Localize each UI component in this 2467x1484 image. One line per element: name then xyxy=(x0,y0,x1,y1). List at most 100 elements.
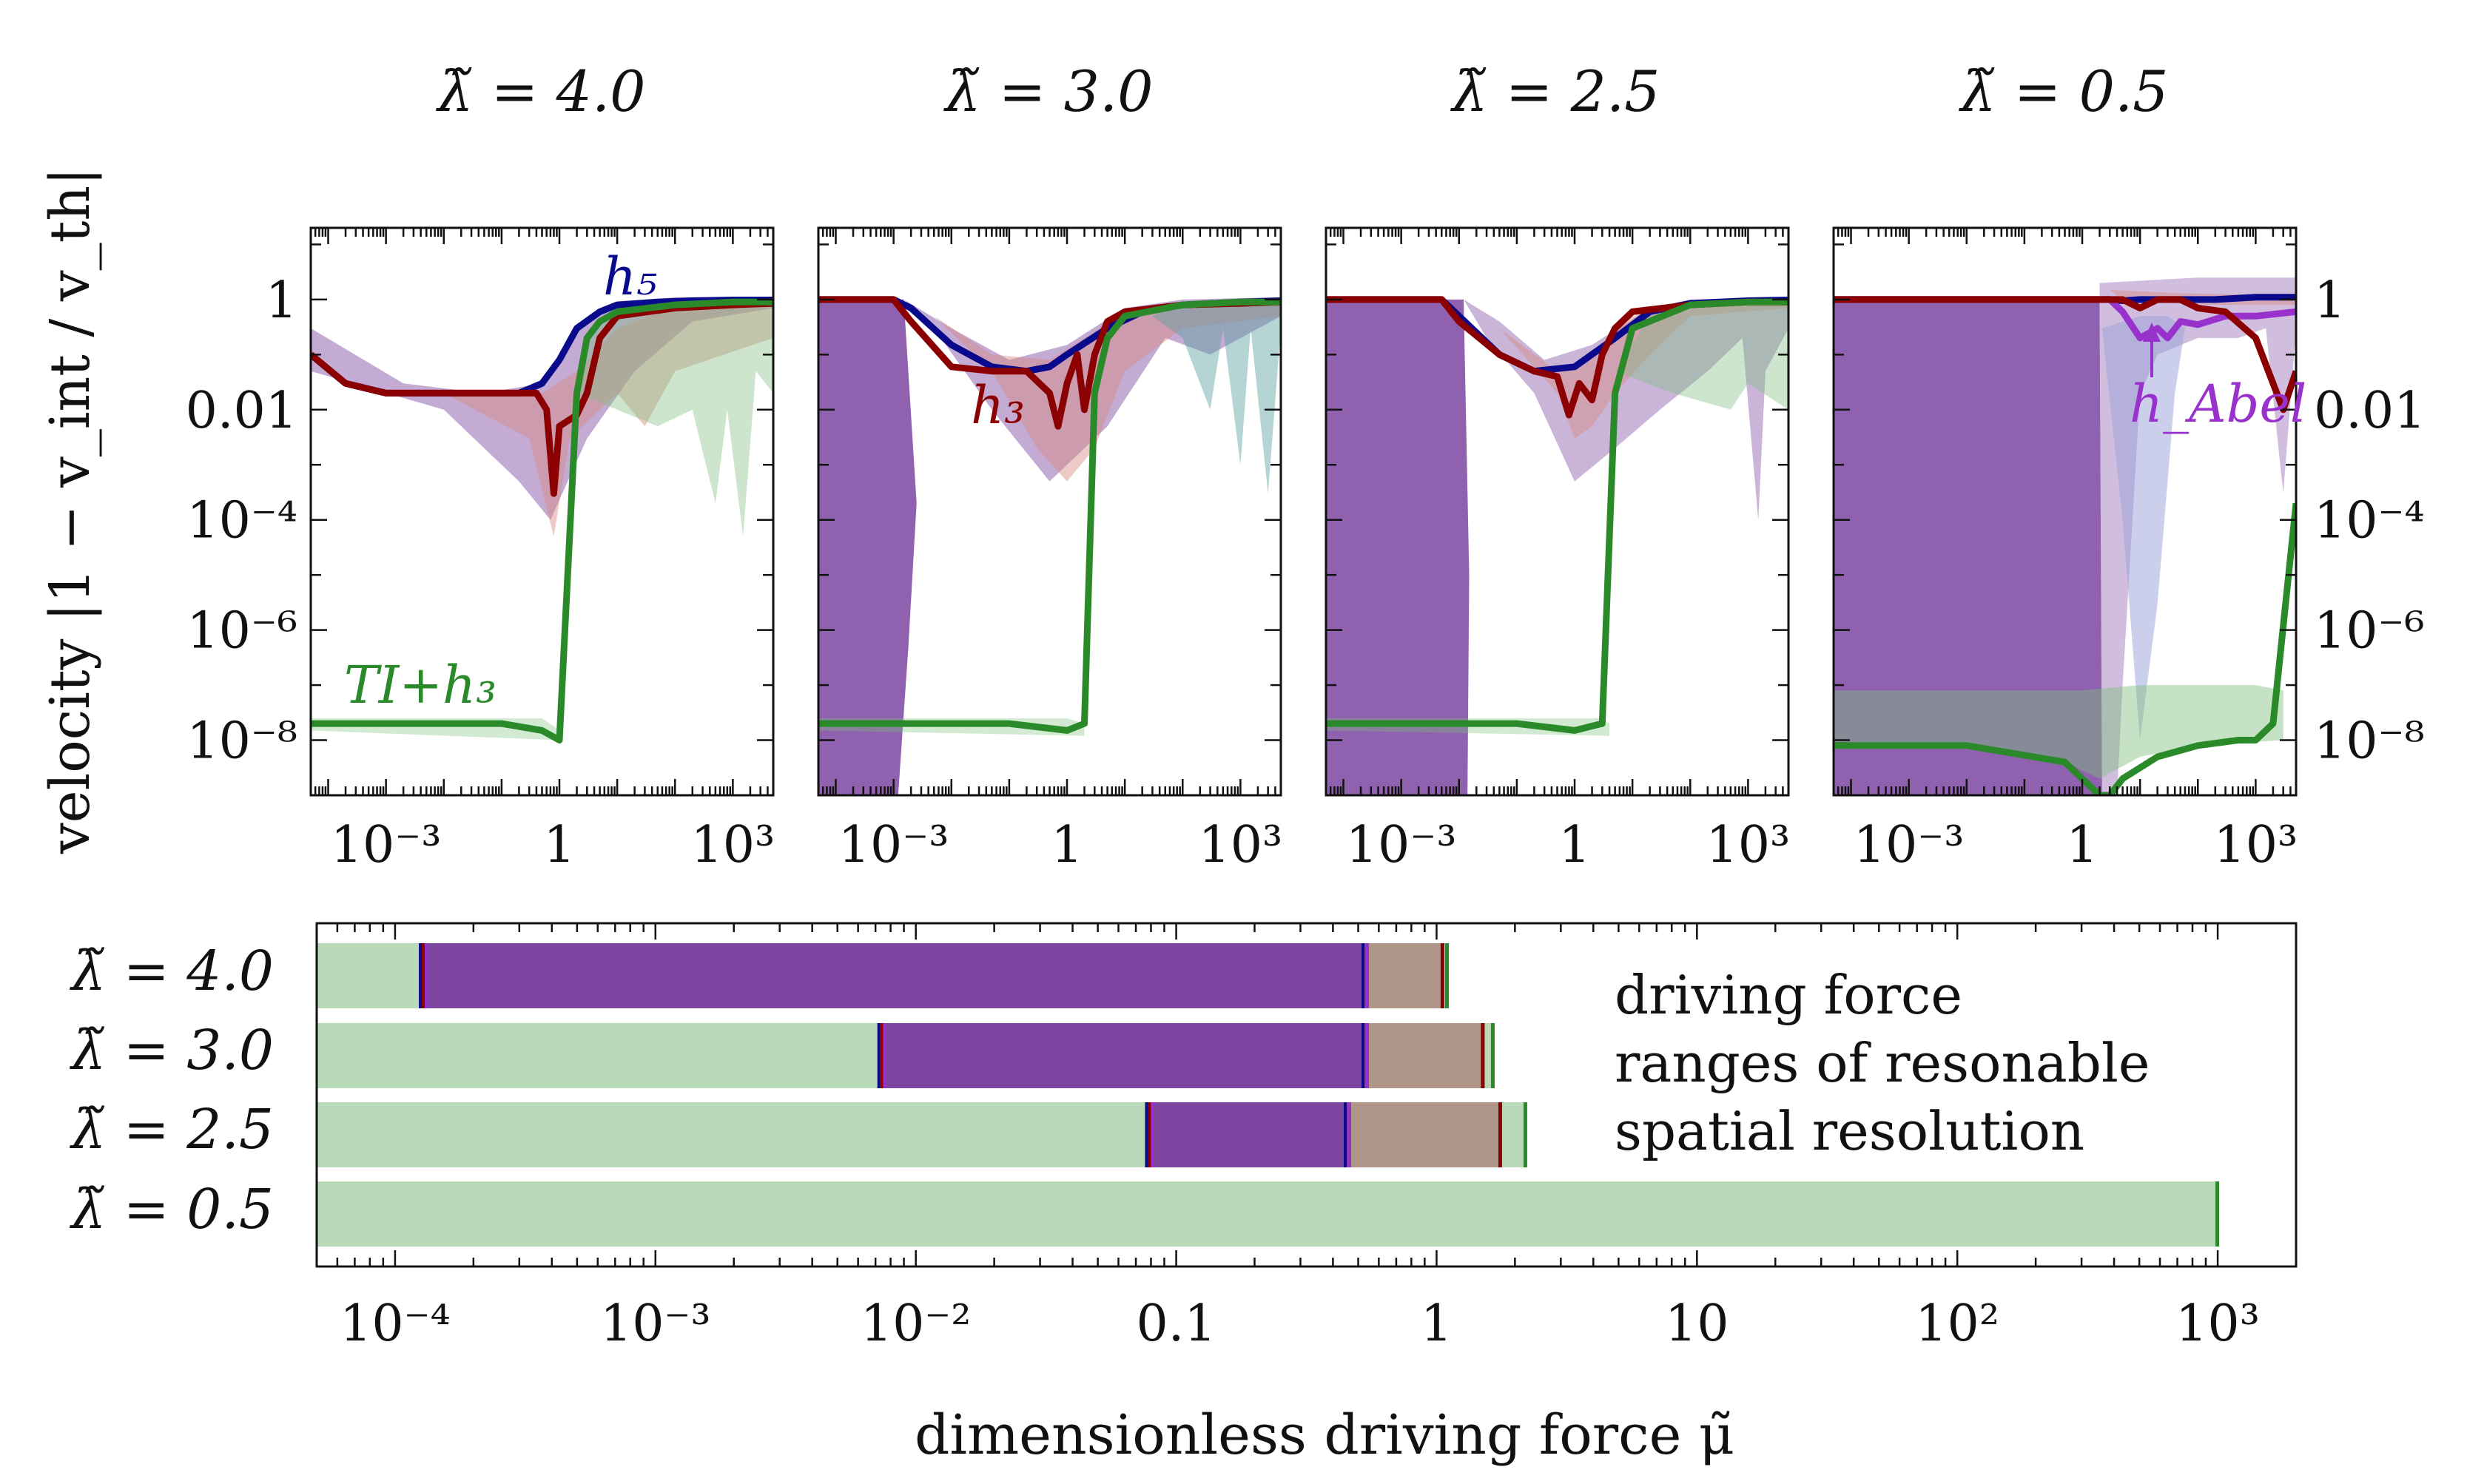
range-bar-green xyxy=(317,1181,2218,1247)
label-ti-h3: TI+h₃ xyxy=(344,655,497,715)
range-marker-h3 xyxy=(880,1023,884,1088)
y-axis-label: velocity |1 − v_int / v_th| xyxy=(38,167,102,854)
x-tick-label: 10⁻³ xyxy=(331,816,442,874)
range-marker-h3 xyxy=(1148,1102,1151,1167)
h-abel-arrowhead xyxy=(2143,323,2161,342)
y-tick-label: 1 xyxy=(266,271,297,330)
label-h3: h₃ xyxy=(971,375,1025,436)
row-label-3: λ̃ = 2.5 xyxy=(69,1098,274,1161)
range-marker-h3 xyxy=(422,943,425,1008)
x-tick-label: 10³ xyxy=(1198,816,1282,874)
row-label-4: λ̃ = 0.5 xyxy=(69,1178,274,1241)
range-row-1 xyxy=(317,943,1450,1008)
lower-x-tick-label: 10³ xyxy=(2175,1295,2260,1353)
range-marker-ti xyxy=(1490,1023,1495,1088)
uncertainty-band xyxy=(443,302,773,537)
lower-x-tick-label: 10⁻⁴ xyxy=(340,1295,451,1353)
x-tick-label: 1 xyxy=(1558,816,1590,874)
y2-tick-label: 10⁻⁸ xyxy=(2314,712,2425,771)
legend-line-3: spatial resolution xyxy=(1615,1100,2084,1162)
label-h-abel: h_Abel xyxy=(2130,374,2306,434)
x-tick-label: 10³ xyxy=(1706,816,1790,874)
row-label-1: λ̃ = 4.0 xyxy=(69,940,274,1003)
range-marker-h5 xyxy=(1362,1023,1365,1088)
y2-tick-label: 0.01 xyxy=(2314,382,2426,440)
range-marker-h5 xyxy=(419,943,423,1008)
uncertainty-band xyxy=(1152,302,1281,494)
series-line-h3 xyxy=(311,300,773,497)
y-tick-label: 10⁻⁸ xyxy=(186,712,297,771)
lower-x-tick-label: 1 xyxy=(1421,1295,1453,1353)
x-tick-label: 1 xyxy=(1051,816,1083,874)
range-marker-habel xyxy=(425,943,428,1008)
lower-frame xyxy=(315,922,2298,1268)
range-marker-habel xyxy=(1365,1023,1369,1088)
uncertainty-band xyxy=(576,302,773,537)
lower-x-tick-label: 10⁻² xyxy=(861,1295,972,1353)
range-bar-purple xyxy=(1151,1102,1352,1167)
legend: driving force ranges of resonable spatia… xyxy=(1615,964,2150,1162)
uncertainty-band xyxy=(934,302,1281,482)
lower-x-tick-label: 10⁻³ xyxy=(600,1295,711,1353)
x-tick-label: 10⁻³ xyxy=(1854,816,1965,874)
range-marker-h3 xyxy=(1498,1102,1502,1167)
y2-tick-label: 10⁻⁶ xyxy=(2314,602,2425,661)
range-bar-purple xyxy=(425,943,1370,1008)
row-labels: λ̃ = 4.0 λ̃ = 3.0 λ̃ = 2.5 λ̃ = 0.5 xyxy=(69,940,274,1241)
annotations: h₅ TI+h₃ h₃ h_Abel xyxy=(344,246,2306,715)
y-tick-label: 0.01 xyxy=(186,382,297,440)
y2-tick-label: 10⁻⁴ xyxy=(2314,492,2425,550)
lower-x-tick-label: 0.1 xyxy=(1136,1295,1216,1353)
range-marker-habel xyxy=(1365,943,1369,1008)
uncertainty-band xyxy=(2101,316,2185,741)
panel-title-3: λ̃ = 2.5 xyxy=(1450,58,1660,124)
range-marker-h5 xyxy=(1145,1102,1148,1167)
series-line-ti-h3 xyxy=(818,298,1281,734)
upper-panel-4: 10⁻³ 1 10³ xyxy=(1832,226,2298,874)
range-marker-ti xyxy=(2215,1181,2220,1247)
x-tick-label: 10³ xyxy=(2213,816,2298,874)
upper-panel-1: 10⁻³ 1 10³ 1 0.01 10⁻⁴ 10⁻⁶ 10⁻⁸ xyxy=(186,226,775,874)
panel-body xyxy=(818,296,1281,795)
lower-x-tick-label: 10 xyxy=(1665,1295,1729,1353)
label-h5: h₅ xyxy=(603,246,657,307)
uncertainty-band xyxy=(1834,685,2283,779)
panel-body xyxy=(1834,277,2296,795)
x-tick-label: 10⁻³ xyxy=(1346,816,1457,874)
range-row-3 xyxy=(317,1102,1527,1167)
uncertainty-band xyxy=(818,299,917,795)
series-line-ti-h3 xyxy=(1326,298,1788,734)
panel-body xyxy=(311,297,773,743)
panel-title-2: λ̃ = 3.0 xyxy=(943,58,1153,124)
range-marker-habel xyxy=(1347,1102,1351,1167)
x-tick-label: 10⁻³ xyxy=(838,816,949,874)
range-bar-purple xyxy=(883,1023,1370,1088)
range-bar-brown xyxy=(1369,943,1442,1008)
right-y-ticks: 1 0.01 10⁻⁴ 10⁻⁶ 10⁻⁸ xyxy=(2314,271,2426,771)
range-marker-habel xyxy=(1151,1102,1154,1167)
uncertainty-band xyxy=(1464,297,1788,520)
range-marker-h3 xyxy=(1481,1023,1485,1088)
uncertainty-band xyxy=(1834,299,2102,795)
y-tick-label: 10⁻⁴ xyxy=(186,492,297,550)
legend-line-2: ranges of resonable xyxy=(1615,1032,2150,1094)
panel-title-4: λ̃ = 0.5 xyxy=(1958,58,2168,124)
upper-panel-2: 10⁻³ 1 10³ xyxy=(817,226,1282,874)
row-label-2: λ̃ = 3.0 xyxy=(69,1019,274,1082)
y2-tick-label: 1 xyxy=(2314,271,2346,330)
range-marker-h5 xyxy=(1344,1102,1347,1167)
series-line-h3 xyxy=(1834,296,2296,414)
x-tick-label: 1 xyxy=(2066,816,2098,874)
x-tick-label: 10³ xyxy=(690,816,775,874)
range-marker-h3 xyxy=(1440,943,1444,1008)
range-marker-habel xyxy=(883,1023,886,1088)
panel-body xyxy=(1326,296,1788,795)
range-marker-ti xyxy=(1523,1102,1527,1167)
range-bar-brown xyxy=(1351,1102,1500,1167)
range-row-2 xyxy=(317,1023,1495,1088)
series-line-ti-h3 xyxy=(311,298,773,743)
panel-titles: λ̃ = 4.0 λ̃ = 3.0 λ̃ = 2.5 λ̃ = 0.5 xyxy=(435,58,2168,124)
panel-title-1: λ̃ = 4.0 xyxy=(435,58,645,124)
